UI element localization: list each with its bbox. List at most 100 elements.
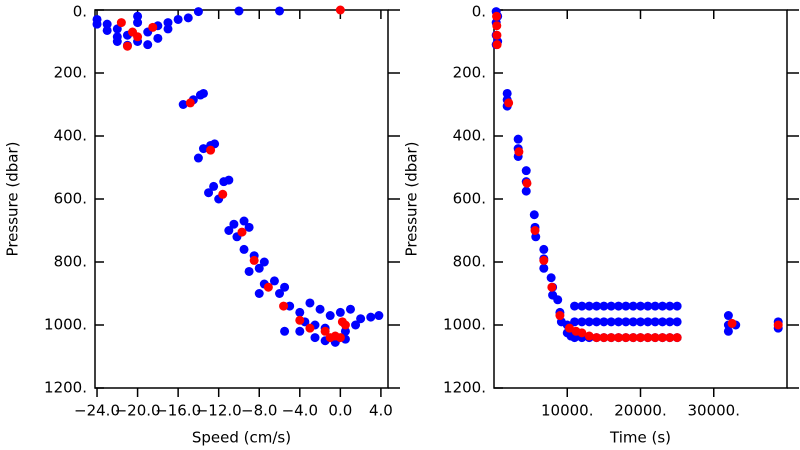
point bbox=[305, 323, 315, 333]
point bbox=[599, 301, 609, 311]
point bbox=[492, 30, 502, 40]
y-tick-label: 400. bbox=[453, 127, 486, 145]
point bbox=[628, 317, 638, 327]
point bbox=[345, 304, 355, 314]
point bbox=[335, 5, 345, 15]
point bbox=[614, 333, 624, 343]
point bbox=[153, 33, 163, 43]
point bbox=[204, 188, 214, 198]
x-tick-label: −24.0 bbox=[74, 402, 120, 420]
point bbox=[643, 301, 653, 311]
point bbox=[259, 257, 269, 267]
point bbox=[193, 153, 203, 163]
point bbox=[237, 227, 247, 237]
point bbox=[628, 333, 638, 343]
point bbox=[592, 317, 602, 327]
y-tick-label: 1000. bbox=[44, 316, 87, 334]
point bbox=[133, 18, 143, 28]
x-tick-label: 10000. bbox=[541, 402, 594, 420]
point bbox=[599, 317, 609, 327]
x-axis-title: Time (s) bbox=[609, 429, 671, 447]
point bbox=[584, 331, 594, 341]
y-axis-title: Pressure (dbar) bbox=[4, 142, 22, 257]
point bbox=[173, 14, 183, 24]
y-tick-label: 400. bbox=[54, 127, 87, 145]
point bbox=[366, 312, 376, 322]
x-axis-title: Speed (cm/s) bbox=[192, 429, 291, 447]
point bbox=[244, 266, 254, 276]
point bbox=[665, 317, 675, 327]
point bbox=[102, 19, 112, 29]
y-tick-label: 1200. bbox=[44, 379, 87, 397]
point bbox=[570, 301, 580, 311]
y-axis-title: Pressure (dbar) bbox=[403, 142, 421, 257]
point bbox=[335, 307, 345, 317]
x-tick-label: −4.0 bbox=[282, 402, 318, 420]
point bbox=[183, 13, 193, 23]
point bbox=[275, 289, 285, 298]
x-tick-label: 20000. bbox=[614, 402, 667, 420]
point bbox=[337, 317, 347, 327]
point bbox=[539, 263, 549, 273]
point bbox=[584, 301, 594, 311]
point bbox=[614, 301, 624, 311]
point bbox=[529, 210, 539, 220]
point bbox=[672, 301, 682, 311]
point bbox=[148, 22, 158, 32]
point bbox=[263, 282, 273, 292]
point bbox=[112, 32, 122, 42]
y-tick-label: 800. bbox=[453, 253, 486, 271]
point bbox=[163, 18, 173, 28]
point bbox=[628, 301, 638, 311]
point bbox=[206, 145, 216, 155]
point bbox=[672, 317, 682, 327]
point bbox=[553, 295, 563, 305]
point bbox=[570, 317, 580, 327]
point bbox=[657, 317, 667, 327]
point bbox=[229, 219, 239, 229]
y-tick-label: 600. bbox=[54, 190, 87, 208]
point bbox=[665, 301, 675, 311]
x-tick-label: 0.0 bbox=[328, 402, 352, 420]
point bbox=[539, 244, 549, 254]
point bbox=[504, 98, 514, 108]
point bbox=[492, 21, 502, 31]
point bbox=[643, 317, 653, 327]
point bbox=[643, 333, 653, 343]
point bbox=[723, 326, 733, 336]
x-tick-label: 30000. bbox=[688, 402, 741, 420]
point bbox=[254, 263, 264, 273]
point bbox=[650, 301, 660, 311]
y-tick-label: 0. bbox=[472, 3, 486, 21]
point bbox=[133, 32, 143, 42]
point bbox=[577, 301, 587, 311]
point bbox=[335, 333, 345, 343]
point bbox=[163, 24, 173, 34]
point bbox=[606, 301, 616, 311]
x-tick-label: −20.0 bbox=[115, 402, 161, 420]
point bbox=[621, 301, 631, 311]
point bbox=[547, 282, 557, 292]
y-tick-label: 600. bbox=[453, 190, 486, 208]
point bbox=[592, 333, 602, 343]
point bbox=[269, 276, 279, 286]
y-tick-label: 800. bbox=[54, 253, 87, 271]
point bbox=[514, 147, 524, 157]
point bbox=[249, 255, 259, 265]
point bbox=[280, 326, 290, 336]
point bbox=[521, 186, 531, 196]
x-tick-label: 4.0 bbox=[369, 402, 393, 420]
plot-frame bbox=[493, 9, 788, 389]
point bbox=[310, 333, 320, 343]
point bbox=[621, 333, 631, 343]
point bbox=[521, 166, 531, 176]
point bbox=[492, 11, 502, 21]
point bbox=[606, 317, 616, 327]
point bbox=[92, 19, 102, 29]
point bbox=[599, 333, 609, 343]
point bbox=[672, 333, 682, 343]
point bbox=[621, 317, 631, 327]
point bbox=[657, 301, 667, 311]
point bbox=[305, 298, 315, 308]
point bbox=[280, 282, 290, 292]
